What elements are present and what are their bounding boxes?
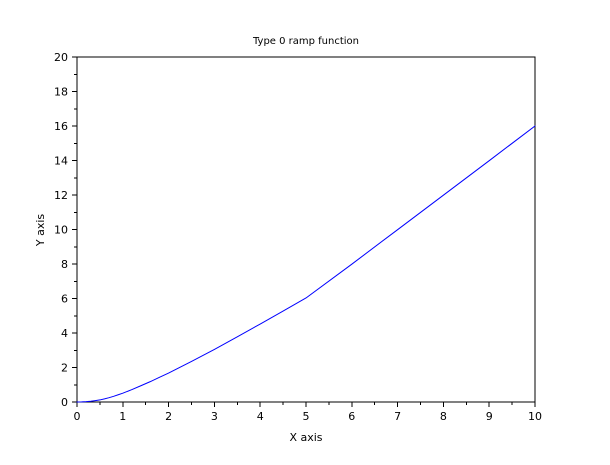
x-tick-label: 8 bbox=[440, 410, 447, 423]
y-tick-label: 6 bbox=[61, 293, 68, 306]
y-tick-label: 16 bbox=[54, 120, 68, 133]
chart-title: Type 0 ramp function bbox=[252, 36, 359, 47]
x-tick-label: 3 bbox=[211, 410, 218, 423]
y-axis-title: Y axis bbox=[34, 214, 47, 248]
y-tick-label: 8 bbox=[61, 258, 68, 271]
plot-frame bbox=[76, 56, 536, 403]
y-tick-label: 18 bbox=[54, 86, 68, 99]
y-tick-label: 2 bbox=[61, 362, 68, 375]
x-tick-label: 7 bbox=[394, 410, 401, 423]
x-tick-label: 1 bbox=[119, 410, 126, 423]
x-axis-title: X axis bbox=[289, 431, 322, 444]
x-tick-label: 2 bbox=[165, 410, 172, 423]
y-tick-label: 0 bbox=[61, 396, 68, 409]
y-tick-label: 14 bbox=[54, 155, 68, 168]
y-tick-label: 10 bbox=[54, 224, 68, 237]
x-tick-label: 9 bbox=[486, 410, 493, 423]
series-line bbox=[76, 125, 536, 403]
y-tick-label: 4 bbox=[61, 327, 68, 340]
y-tick-label: 20 bbox=[54, 51, 68, 64]
x-tick-label: 0 bbox=[74, 410, 81, 423]
x-tick-label: 4 bbox=[257, 410, 264, 423]
x-tick-label: 10 bbox=[528, 410, 542, 423]
x-tick-label: 6 bbox=[348, 410, 355, 423]
series-layer bbox=[76, 125, 536, 403]
x-tick-label: 5 bbox=[303, 410, 310, 423]
y-tick-label: 12 bbox=[54, 189, 68, 202]
